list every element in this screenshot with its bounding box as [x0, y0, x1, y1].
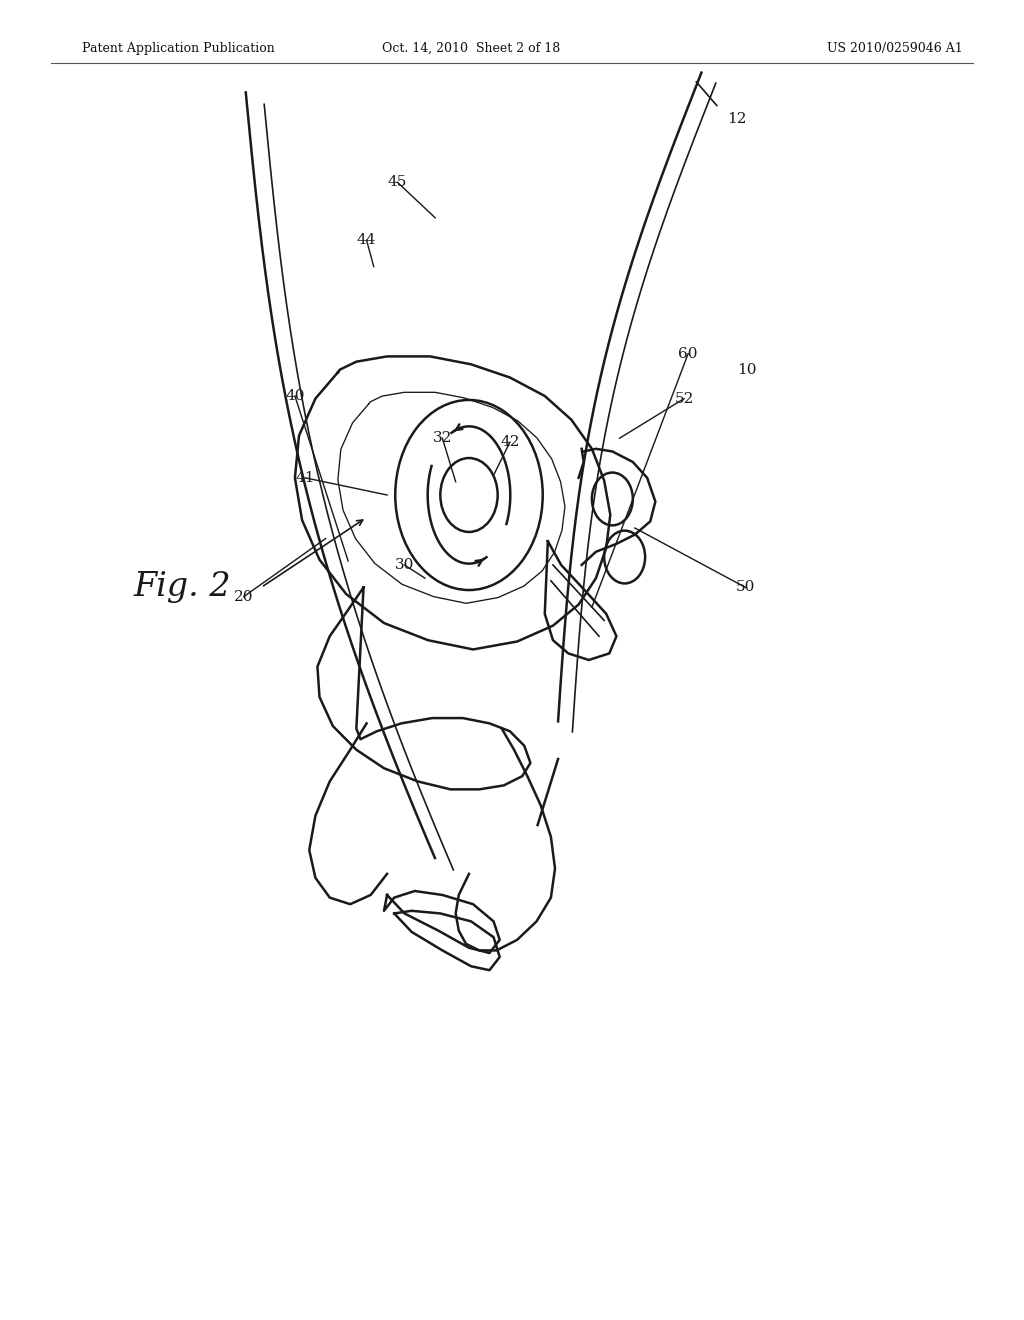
- Text: Oct. 14, 2010  Sheet 2 of 18: Oct. 14, 2010 Sheet 2 of 18: [382, 42, 560, 55]
- Text: Patent Application Publication: Patent Application Publication: [82, 42, 274, 55]
- Text: US 2010/0259046 A1: US 2010/0259046 A1: [826, 42, 963, 55]
- Text: 41: 41: [295, 471, 315, 484]
- Text: 20: 20: [233, 590, 254, 603]
- Text: 30: 30: [395, 558, 414, 572]
- Text: 32: 32: [433, 432, 452, 445]
- Text: 45: 45: [388, 176, 407, 189]
- Text: 12: 12: [727, 112, 746, 125]
- Text: 60: 60: [678, 347, 698, 360]
- Text: 44: 44: [356, 234, 377, 247]
- Text: 52: 52: [675, 392, 693, 405]
- Text: 50: 50: [736, 581, 755, 594]
- Text: 42: 42: [500, 436, 520, 449]
- Text: 40: 40: [285, 389, 305, 403]
- Text: Fig. 2: Fig. 2: [133, 572, 230, 603]
- Text: 10: 10: [737, 363, 757, 376]
